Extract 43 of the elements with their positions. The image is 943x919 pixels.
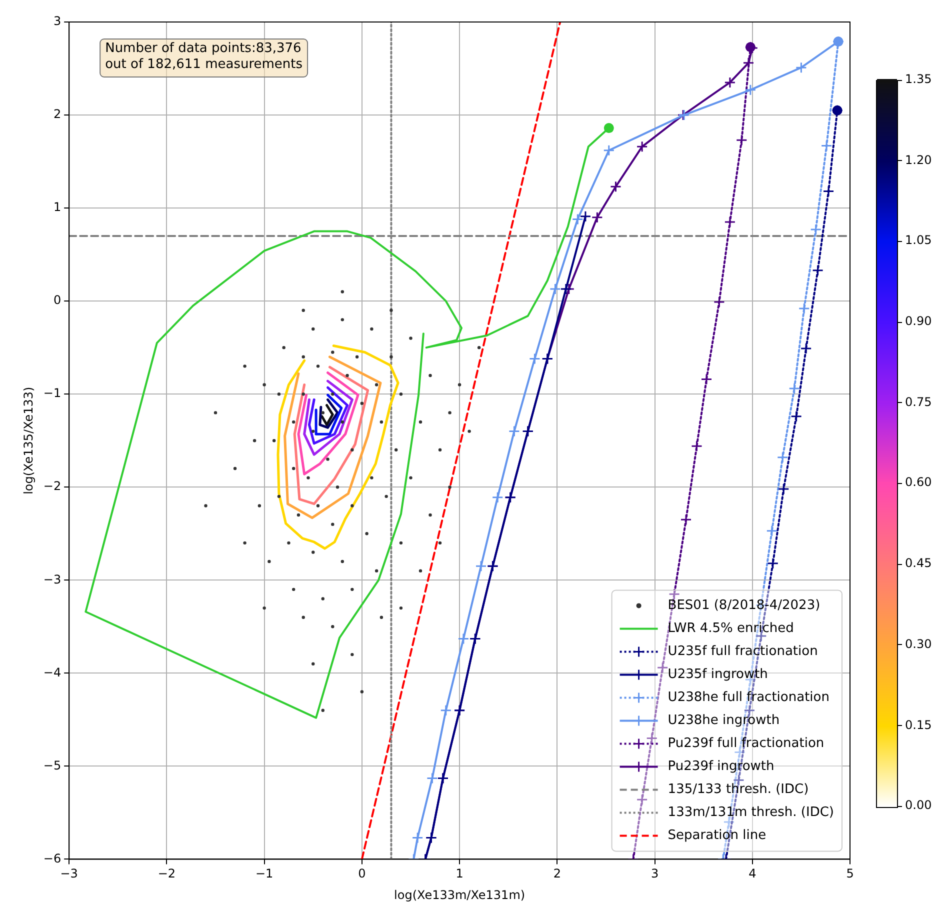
x-tick-label: 2 xyxy=(553,866,561,881)
legend-label: Pu239f full fractionation xyxy=(668,736,824,752)
legend-label: Pu239f ingrowth xyxy=(668,759,774,774)
legend-label: U238he full fractionation xyxy=(668,690,830,706)
x-tick-label: 0 xyxy=(358,866,366,881)
x-tick-label: 4 xyxy=(748,866,756,881)
color-bar-label: 0.45 xyxy=(905,556,932,570)
x-tick-label: −2 xyxy=(158,866,176,881)
color-bar-label: 0.30 xyxy=(905,636,932,651)
color-bar-label: 1.20 xyxy=(905,152,932,167)
y-tick-label: 0 xyxy=(53,293,62,308)
x-tick-label: −1 xyxy=(255,866,274,881)
y-tick-label: 2 xyxy=(53,107,62,122)
legend-label: U235f full fractionation xyxy=(668,644,818,660)
colorbar: 0.00 0.15 0.30 0.45 0.60 0.75 0.90 1.05 1.20 1.35 xyxy=(876,72,938,814)
color-bar-label: 0.15 xyxy=(905,718,932,732)
y-tick-label: 3 xyxy=(53,14,62,28)
legend-label: U238he ingrowth xyxy=(668,713,780,728)
x-tick-label: 3 xyxy=(650,866,659,881)
y-tick-label: −3 xyxy=(43,572,62,586)
legend-label: 133m/131m thresh. (IDC) xyxy=(668,805,834,820)
y-axis-title: log(Xe135/Xe133) xyxy=(21,386,36,494)
y-tick-label: −6 xyxy=(43,851,62,866)
x-tick-label: 5 xyxy=(846,866,854,881)
legend-label: U235f ingrowth xyxy=(668,667,768,682)
y-tick-label: 1 xyxy=(53,200,62,214)
legend-label: BES01 (8/2018-4/2023) xyxy=(668,598,820,614)
legend-label: LWR 4.5% enriched xyxy=(668,621,794,636)
y-tick-label: −1 xyxy=(43,386,62,400)
y-tick-label: −5 xyxy=(43,758,62,772)
x-tick-label: 1 xyxy=(456,866,464,881)
legend-label: 135/133 thresh. (IDC) xyxy=(668,782,809,798)
legend-label: Separation line xyxy=(668,828,766,844)
color-bar-label: 1.05 xyxy=(905,233,932,248)
color-bar-label: 0.60 xyxy=(905,475,932,490)
color-bar-label: 0.90 xyxy=(905,314,932,328)
color-bar-label: 1.35 xyxy=(905,72,932,86)
annotation: Number of data points:83,376 out of 182,611 measurements xyxy=(105,40,303,72)
x-axis-title: log(Xe133m/Xe131m) xyxy=(394,888,526,902)
color-bar-label: 0.75 xyxy=(905,394,932,409)
y-tick-label: −4 xyxy=(43,665,62,680)
color-bar-label: 0.00 xyxy=(905,798,932,812)
y-tick-label: −2 xyxy=(43,479,62,494)
